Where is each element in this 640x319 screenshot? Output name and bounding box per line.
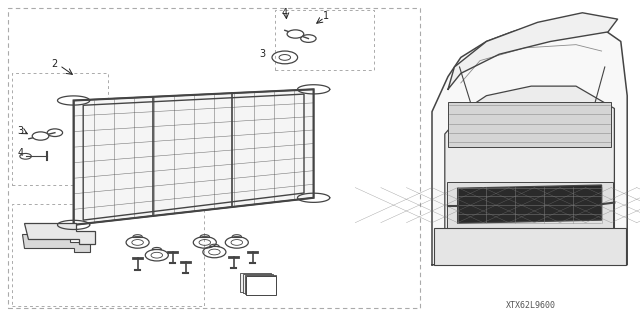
Polygon shape <box>434 228 626 265</box>
Text: XTX62L9600: XTX62L9600 <box>506 301 556 310</box>
Text: 4: 4 <box>282 8 288 18</box>
Bar <box>275 10 374 70</box>
Circle shape <box>287 30 304 38</box>
Bar <box>12 73 108 185</box>
Polygon shape <box>448 102 611 147</box>
Polygon shape <box>24 223 95 244</box>
Polygon shape <box>22 234 90 252</box>
Text: 3: 3 <box>259 49 266 59</box>
Bar <box>240 273 271 292</box>
Text: 2: 2 <box>51 59 58 69</box>
Bar <box>12 204 204 306</box>
Polygon shape <box>445 86 614 265</box>
Bar <box>8 8 420 308</box>
Polygon shape <box>458 185 602 223</box>
Polygon shape <box>432 19 627 265</box>
Bar <box>246 276 276 295</box>
Circle shape <box>32 132 49 140</box>
Polygon shape <box>448 13 618 89</box>
Bar <box>243 274 273 293</box>
Text: 4: 4 <box>17 148 24 158</box>
Bar <box>245 275 276 294</box>
Text: 3: 3 <box>17 126 24 136</box>
Text: 1: 1 <box>323 11 330 21</box>
Polygon shape <box>74 89 314 225</box>
Polygon shape <box>447 182 613 233</box>
